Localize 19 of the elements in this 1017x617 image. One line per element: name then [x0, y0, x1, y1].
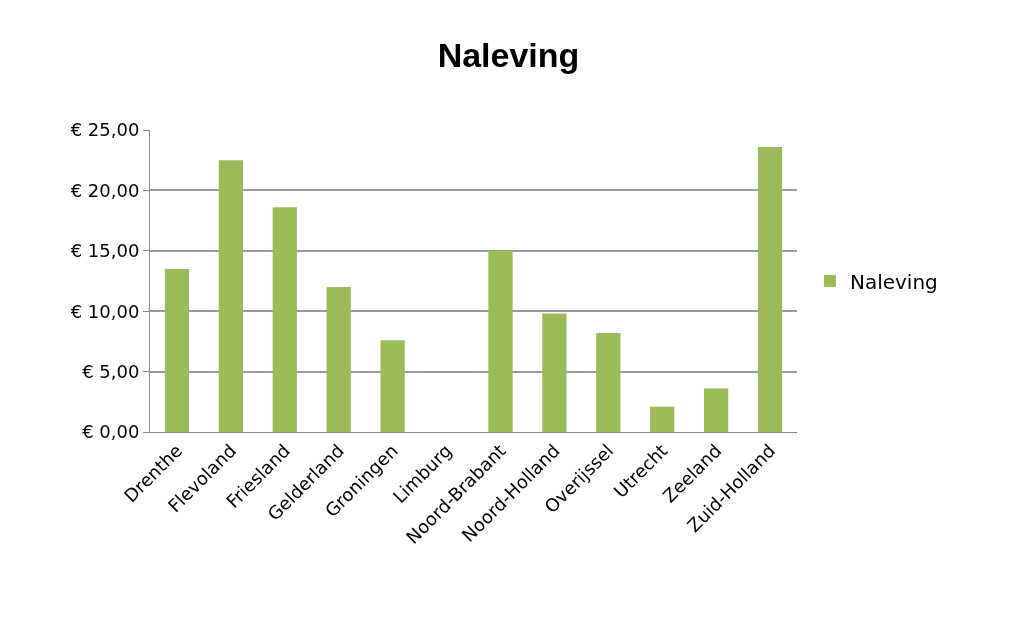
y-tick-label: € 0,00	[82, 421, 140, 443]
y-tick-label: € 10,00	[70, 300, 140, 322]
bar	[542, 313, 567, 432]
chart-title: Naleving	[437, 35, 580, 74]
y-tick-label: € 20,00	[70, 179, 140, 201]
bar	[650, 406, 675, 432]
y-tick-label: € 25,00	[70, 119, 140, 141]
bar	[488, 250, 513, 432]
bar	[272, 207, 297, 432]
legend-label: Naleving	[849, 269, 938, 294]
bar	[703, 388, 729, 432]
bar	[596, 332, 621, 432]
bar	[218, 160, 244, 432]
bar	[164, 268, 190, 432]
bar	[380, 340, 405, 432]
bar	[757, 146, 783, 432]
bar	[326, 287, 351, 432]
y-tick-label: € 5,00	[82, 360, 140, 382]
y-tick-label: € 15,00	[70, 240, 140, 262]
